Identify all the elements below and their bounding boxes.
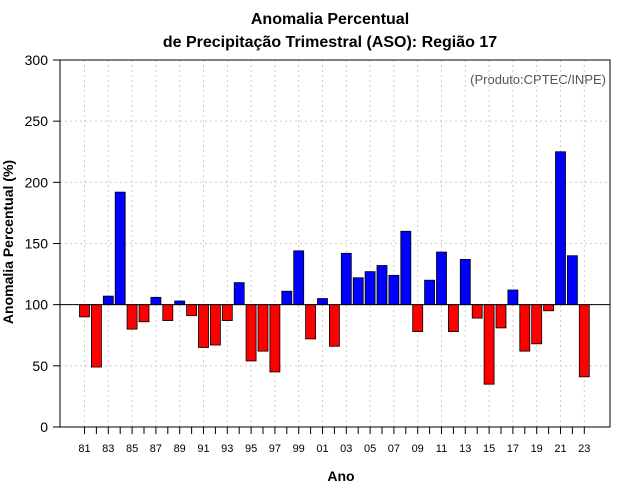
bar-92	[209, 304, 221, 346]
bar-14	[471, 304, 483, 319]
x-tick-label: 93	[221, 443, 233, 455]
x-tick-label: 03	[340, 443, 352, 455]
bar-00	[305, 304, 317, 340]
x-tick-label: 05	[364, 443, 376, 455]
x-tick-label: 99	[293, 443, 305, 455]
bar-10	[424, 279, 436, 306]
bar-20	[543, 304, 554, 312]
chart-title-line1: Anomalia Percentual	[251, 11, 409, 28]
bar-99	[293, 250, 305, 306]
x-axis-label: Ano	[327, 468, 354, 484]
bar-85	[126, 304, 138, 330]
x-tick-label: 97	[269, 443, 281, 455]
x-tick-label: 09	[412, 443, 424, 455]
x-tick-label: 91	[197, 443, 209, 455]
bar-93	[221, 304, 233, 321]
y-tick-label: 50	[32, 358, 48, 374]
bar-15	[483, 304, 495, 385]
bar-89	[174, 300, 186, 306]
bar-22	[567, 255, 578, 306]
x-tick-label: 07	[388, 443, 400, 455]
y-tick-label: 150	[25, 236, 49, 252]
x-tick-label: 19	[531, 443, 543, 455]
bar-07	[388, 274, 400, 306]
bar-09	[412, 304, 424, 332]
bar-94	[233, 282, 245, 306]
bar-88	[162, 304, 174, 321]
x-tick-label: 01	[316, 443, 328, 455]
bar-01	[317, 298, 328, 306]
x-tick-label: 95	[245, 443, 257, 455]
bar-13	[459, 259, 471, 306]
bar-19	[531, 304, 543, 345]
bar-17	[507, 289, 519, 306]
y-tick-label: 100	[25, 297, 49, 313]
x-tick-label: 21	[554, 443, 566, 455]
y-axis-label: Anomalia Percentual (%)	[0, 160, 16, 324]
bar-82	[91, 304, 102, 368]
x-tick-label: 83	[102, 443, 114, 455]
x-tick-label: 17	[507, 443, 519, 455]
x-tick-label: 85	[126, 443, 138, 455]
y-tick-label: 200	[25, 174, 49, 190]
x-tick-label: 87	[150, 443, 162, 455]
bar-98	[281, 290, 293, 306]
bar-83	[102, 295, 114, 306]
bar-04	[352, 277, 364, 306]
bar-12	[447, 304, 459, 332]
x-tick-label: 23	[578, 443, 590, 455]
bar-18	[519, 304, 531, 352]
y-tick-label: 0	[40, 419, 48, 435]
y-tick-label: 250	[25, 113, 49, 129]
bar-87	[150, 296, 162, 306]
x-tick-label: 13	[459, 443, 471, 455]
x-tick-label: 15	[483, 443, 495, 455]
chart-title-line2: de Precipitação Trimestral (ASO): Região…	[163, 34, 497, 51]
bar-21	[555, 151, 566, 306]
bar-03	[340, 252, 352, 306]
grid-layer	[60, 60, 610, 427]
bar-95	[245, 304, 257, 362]
bar-96	[257, 304, 269, 352]
credit-label: (Produto:CPTEC/INPE)	[470, 72, 606, 87]
bar-97	[269, 304, 281, 373]
bar-23	[578, 304, 590, 378]
bar-08	[400, 230, 412, 306]
bar-91	[198, 304, 209, 348]
x-tick-label: 11	[436, 443, 447, 455]
bar-05	[364, 271, 376, 306]
y-tick-label: 300	[25, 52, 49, 68]
bar-11	[436, 251, 447, 306]
bar-81	[79, 304, 90, 318]
bar-90	[186, 304, 198, 317]
bar-16	[495, 304, 507, 329]
x-tick-label: 89	[174, 443, 186, 455]
bar-86	[138, 304, 150, 323]
bar-06	[376, 265, 388, 306]
x-tick-label: 81	[78, 443, 90, 455]
bar-84	[114, 191, 126, 306]
bar-02	[328, 304, 340, 347]
